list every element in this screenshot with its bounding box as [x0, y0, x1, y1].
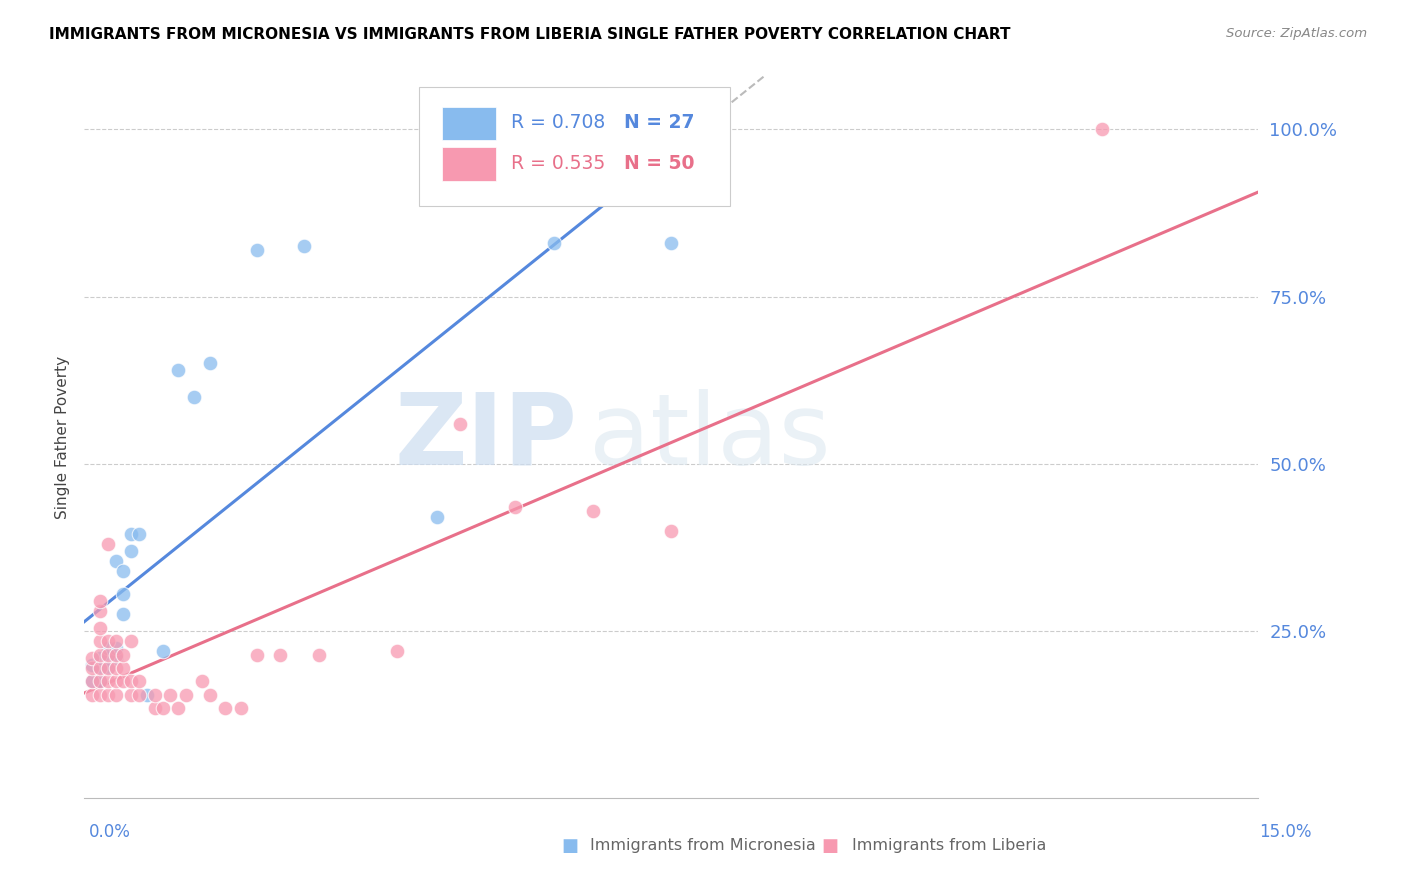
Point	[198, 688, 221, 702]
Point	[89, 674, 111, 689]
Point	[191, 674, 214, 689]
Point	[89, 648, 111, 662]
Point	[112, 587, 135, 601]
Point	[582, 503, 605, 517]
Point	[97, 537, 120, 551]
Point	[97, 634, 120, 648]
Point	[89, 621, 111, 635]
Point	[97, 651, 120, 665]
Text: ■: ■	[821, 837, 838, 855]
Point	[97, 661, 120, 675]
Point	[136, 688, 159, 702]
Point	[128, 527, 150, 541]
Text: ZIP: ZIP	[395, 389, 578, 485]
Point	[89, 634, 111, 648]
Point	[104, 661, 127, 675]
Point	[308, 648, 330, 662]
Point	[104, 634, 127, 648]
Point	[245, 648, 267, 662]
Point	[82, 651, 104, 665]
Point	[143, 688, 166, 702]
Point	[112, 564, 135, 578]
Point	[112, 661, 135, 675]
Point	[104, 651, 127, 665]
Point	[82, 674, 104, 689]
Point	[112, 648, 135, 662]
Point	[120, 688, 142, 702]
Text: 15.0%: 15.0%	[1260, 822, 1312, 840]
Point	[449, 417, 471, 431]
Point	[543, 236, 565, 251]
Point	[104, 640, 127, 655]
Point	[89, 651, 111, 665]
Point	[112, 674, 135, 689]
Point	[387, 644, 409, 658]
Text: R = 0.708: R = 0.708	[510, 113, 605, 132]
Point	[97, 661, 120, 675]
Y-axis label: Single Father Poverty: Single Father Poverty	[55, 356, 70, 518]
Point	[159, 688, 181, 702]
Point	[82, 661, 104, 675]
Point	[229, 701, 252, 715]
Text: Immigrants from Micronesia: Immigrants from Micronesia	[591, 838, 815, 853]
Text: ■: ■	[561, 837, 578, 855]
Point	[661, 524, 683, 538]
Text: R = 0.535: R = 0.535	[510, 153, 605, 173]
Point	[292, 239, 315, 253]
FancyBboxPatch shape	[443, 107, 496, 140]
Point	[89, 594, 111, 608]
Point	[174, 688, 197, 702]
FancyBboxPatch shape	[419, 87, 730, 206]
Point	[152, 644, 174, 658]
Point	[245, 243, 267, 257]
Point	[89, 661, 111, 675]
Point	[214, 701, 236, 715]
Point	[143, 701, 166, 715]
Point	[104, 674, 127, 689]
Point	[97, 640, 120, 655]
Point	[120, 674, 142, 689]
Point	[104, 688, 127, 702]
Point	[183, 390, 205, 404]
Text: Immigrants from Liberia: Immigrants from Liberia	[852, 838, 1046, 853]
Point	[120, 543, 142, 558]
Point	[198, 356, 221, 371]
Point	[503, 500, 526, 515]
Text: IMMIGRANTS FROM MICRONESIA VS IMMIGRANTS FROM LIBERIA SINGLE FATHER POVERTY CORR: IMMIGRANTS FROM MICRONESIA VS IMMIGRANTS…	[49, 27, 1011, 42]
Point	[426, 510, 449, 524]
Point	[128, 674, 150, 689]
Point	[1091, 122, 1114, 136]
Point	[97, 674, 120, 689]
Point	[112, 607, 135, 622]
Point	[89, 661, 111, 675]
Point	[82, 657, 104, 672]
Point	[120, 634, 142, 648]
Point	[104, 648, 127, 662]
Point	[167, 701, 190, 715]
Text: atlas: atlas	[589, 389, 831, 485]
Text: N = 50: N = 50	[624, 153, 695, 173]
Text: Source: ZipAtlas.com: Source: ZipAtlas.com	[1226, 27, 1367, 40]
Point	[89, 674, 111, 689]
Text: 0.0%: 0.0%	[89, 822, 131, 840]
Point	[89, 604, 111, 618]
FancyBboxPatch shape	[443, 147, 496, 180]
Point	[661, 236, 683, 251]
Point	[97, 648, 120, 662]
Point	[128, 688, 150, 702]
Point	[104, 554, 127, 568]
Point	[152, 701, 174, 715]
Point	[82, 688, 104, 702]
Point	[89, 688, 111, 702]
Point	[97, 688, 120, 702]
Text: N = 27: N = 27	[624, 113, 695, 132]
Point	[167, 363, 190, 377]
Point	[269, 648, 291, 662]
Point	[82, 674, 104, 689]
Point	[120, 527, 142, 541]
